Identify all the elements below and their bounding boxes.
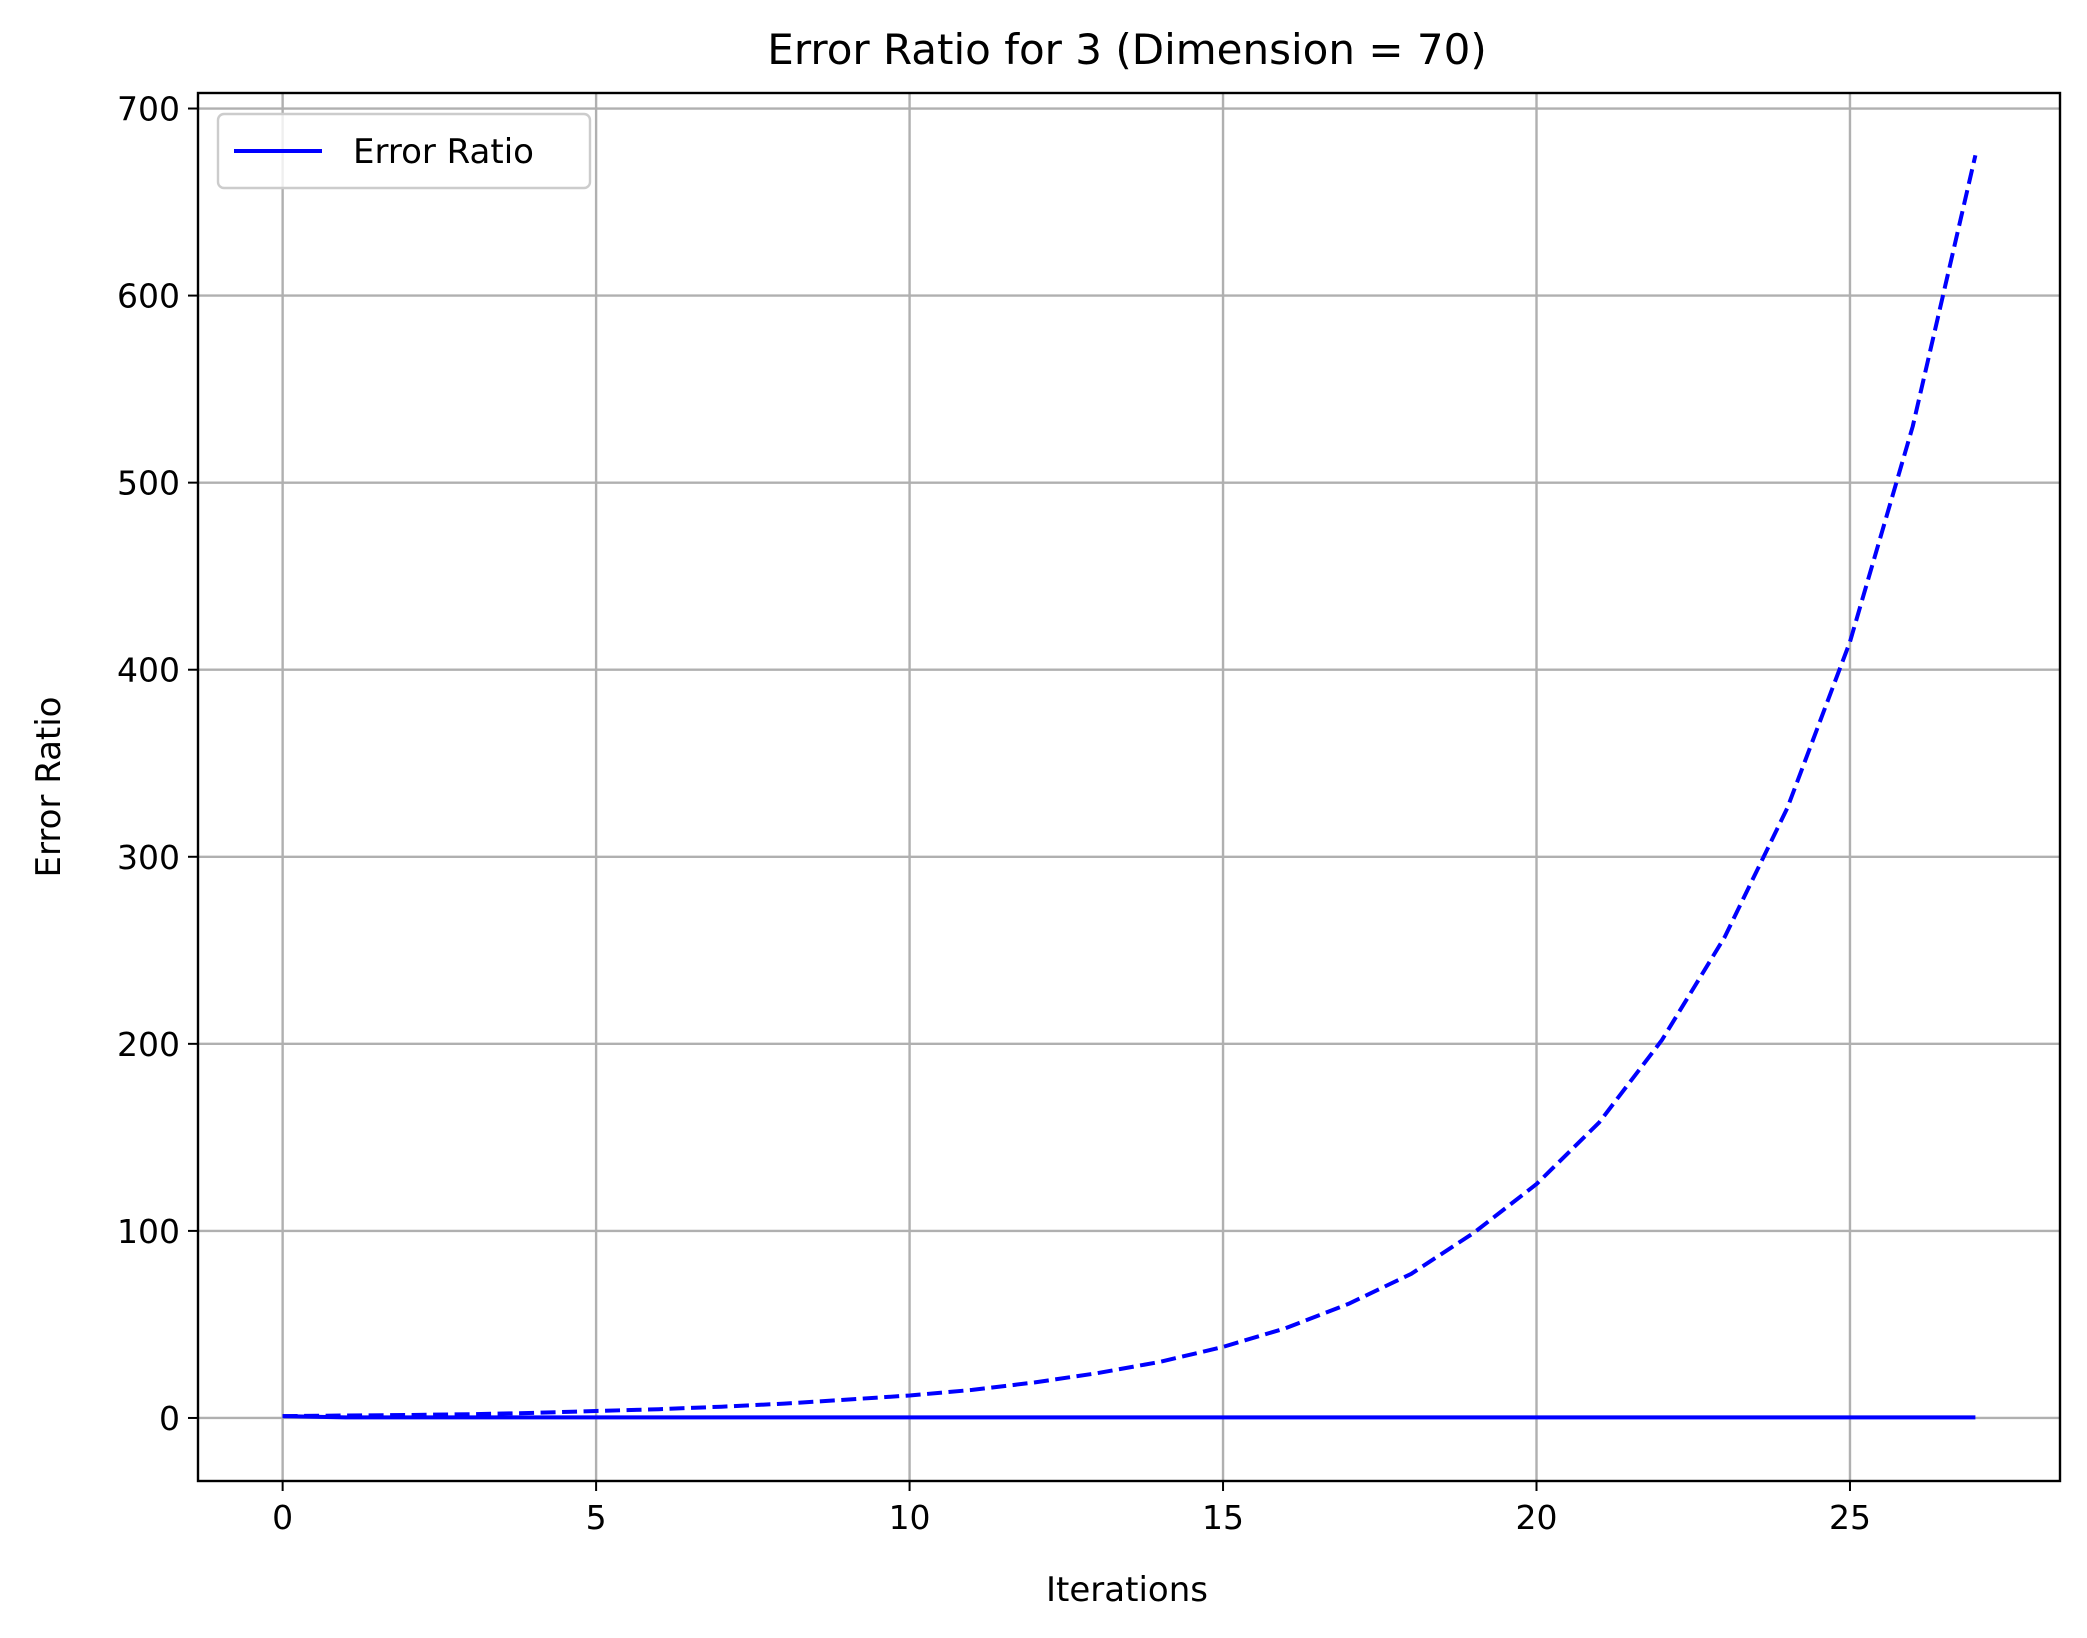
x-axis-label: Iterations xyxy=(1046,1570,1208,1610)
error-ratio-series-line xyxy=(282,1414,1976,1420)
y-axis-label: Error Ratio xyxy=(29,697,69,878)
y-tick-label: 400 xyxy=(117,651,180,690)
y-axis: 0 100 200 300 400 500 600 700 xyxy=(117,90,198,1438)
y-tick-label: 700 xyxy=(117,90,180,129)
x-tick-label: 5 xyxy=(586,1498,607,1537)
y-tick-label: 600 xyxy=(117,277,180,316)
dashed-series-line xyxy=(282,154,1978,1419)
x-tick-label: 15 xyxy=(1202,1498,1244,1537)
series-layer xyxy=(282,154,1978,1420)
y-tick-label: 500 xyxy=(117,464,180,503)
legend-label: Error Ratio xyxy=(353,132,534,172)
x-tick-label: 0 xyxy=(272,1498,293,1537)
y-tick-label: 200 xyxy=(117,1025,180,1064)
x-tick-label: 25 xyxy=(1829,1498,1871,1537)
x-axis: 0 5 10 15 20 25 xyxy=(272,1481,1871,1537)
grid xyxy=(198,93,2060,1481)
y-tick-label: 300 xyxy=(117,838,180,877)
x-tick-label: 20 xyxy=(1516,1498,1558,1537)
plot-frame xyxy=(196,91,2062,1483)
y-tick-label: 0 xyxy=(159,1399,180,1438)
x-tick-label: 10 xyxy=(889,1498,931,1537)
chart-title: Error Ratio for 3 (Dimension = 70) xyxy=(767,25,1486,74)
legend: Error Ratio xyxy=(216,112,592,190)
y-tick-label: 100 xyxy=(117,1212,180,1251)
legend-box xyxy=(216,112,592,190)
